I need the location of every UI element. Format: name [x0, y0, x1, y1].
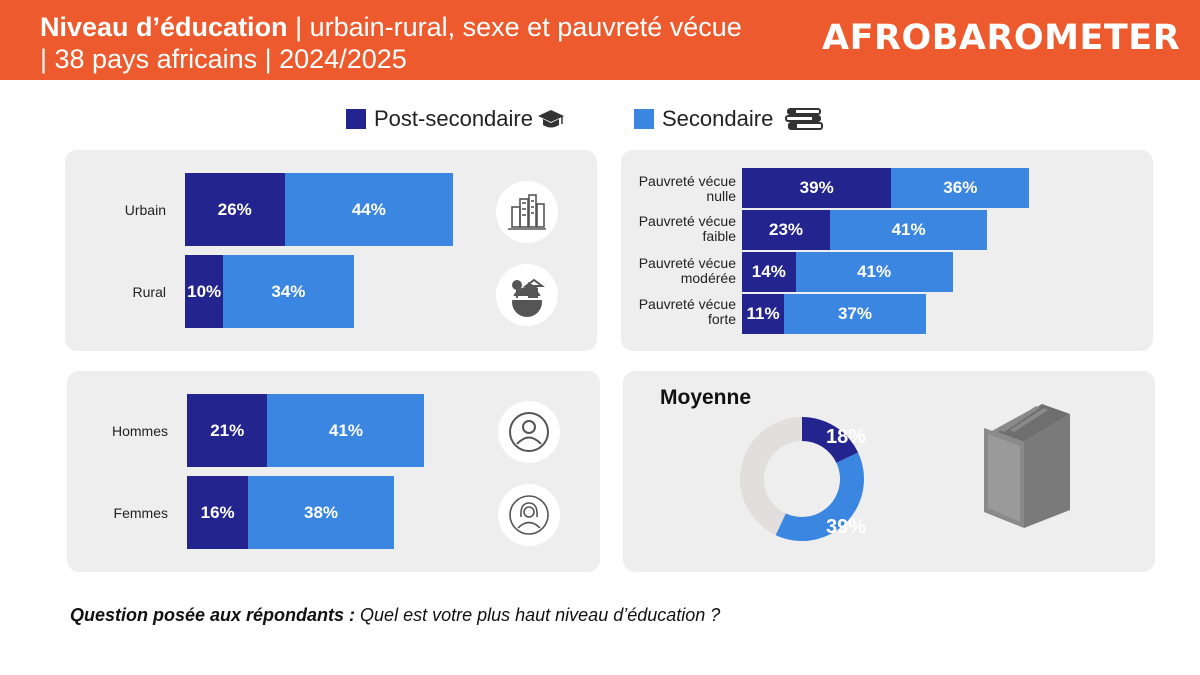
- legend-swatch-sec: [634, 109, 654, 129]
- donut-slice-post-secondaire: [802, 417, 859, 463]
- legend-item-secondaire: Secondaire: [634, 106, 825, 132]
- category-label: Pauvreté vécue nulle: [638, 173, 736, 204]
- man-user-icon: [498, 401, 560, 463]
- legend-label-sec: Secondaire: [662, 106, 774, 131]
- bar-moderee-secondaire: 41%: [795, 252, 953, 292]
- donut-label-post-secondaire: 18%: [826, 426, 867, 448]
- bar-hommes-post-secondaire: 21%: [187, 394, 268, 467]
- category-label: Pauvreté vécue modérée: [638, 255, 736, 286]
- survey-question: Question posée aux répondants : Quel est…: [70, 605, 721, 625]
- category-label: Pauvreté vécue forte: [638, 296, 736, 327]
- bar-hommes-secondaire: 41%: [267, 394, 425, 467]
- bar-forte-post-secondaire: 11%: [742, 294, 785, 334]
- bar-faible-post-secondaire: 23%: [742, 210, 831, 250]
- woman-user-icon: [498, 484, 560, 546]
- page-title: Niveau d’éducation | urbain-rural, sexe …: [40, 12, 742, 42]
- category-label: Urbain: [124, 202, 166, 218]
- bar-rural-post-secondaire: 10%: [185, 255, 224, 328]
- city-icon: [496, 181, 558, 243]
- category-label: Femmes: [113, 505, 168, 521]
- header-banner: Niveau d’éducation | urbain-rural, sexe …: [0, 0, 1200, 80]
- bar-urbain-post-secondaire: 26%: [185, 173, 285, 246]
- bar-femmes-secondaire: 38%: [248, 476, 394, 549]
- books-icon: [785, 108, 824, 130]
- bar-nulle-secondaire: 36%: [891, 168, 1030, 208]
- legend-swatch-post: [346, 109, 366, 129]
- legend-item-post-secondaire: Post-secondaire: [346, 106, 565, 132]
- donut-label-secondaire: 39%: [826, 516, 867, 538]
- book-icon: [984, 404, 1070, 528]
- rural-village-icon: [496, 264, 558, 326]
- donut-slice-secondaire: [775, 452, 864, 541]
- bar-rural-secondaire: 34%: [223, 255, 354, 328]
- bar-forte-secondaire: 37%: [784, 294, 926, 334]
- category-label: Rural: [132, 284, 166, 300]
- afrobarometer-logo: AFROBAROMETER: [822, 18, 1181, 58]
- average-donut-chart: [740, 417, 864, 541]
- bar-faible-secondaire: 41%: [830, 210, 988, 250]
- bar-urbain-secondaire: 44%: [284, 173, 454, 246]
- bar-nulle-post-secondaire: 39%: [742, 168, 892, 208]
- category-label: Hommes: [111, 423, 168, 439]
- donut-slice-remainder: [740, 417, 802, 536]
- bar-moderee-post-secondaire: 14%: [742, 252, 796, 292]
- category-label: Pauvreté vécue faible: [638, 213, 736, 244]
- legend-label-post: Post-secondaire: [374, 106, 533, 131]
- graduation-cap-icon: [537, 110, 564, 128]
- bar-femmes-post-secondaire: 16%: [187, 476, 249, 549]
- average-title: Moyenne: [660, 386, 752, 409]
- legend: Post-secondaire Secondaire: [0, 106, 1200, 138]
- page-subtitle: | 38 pays africains | 2024/2025: [40, 44, 407, 74]
